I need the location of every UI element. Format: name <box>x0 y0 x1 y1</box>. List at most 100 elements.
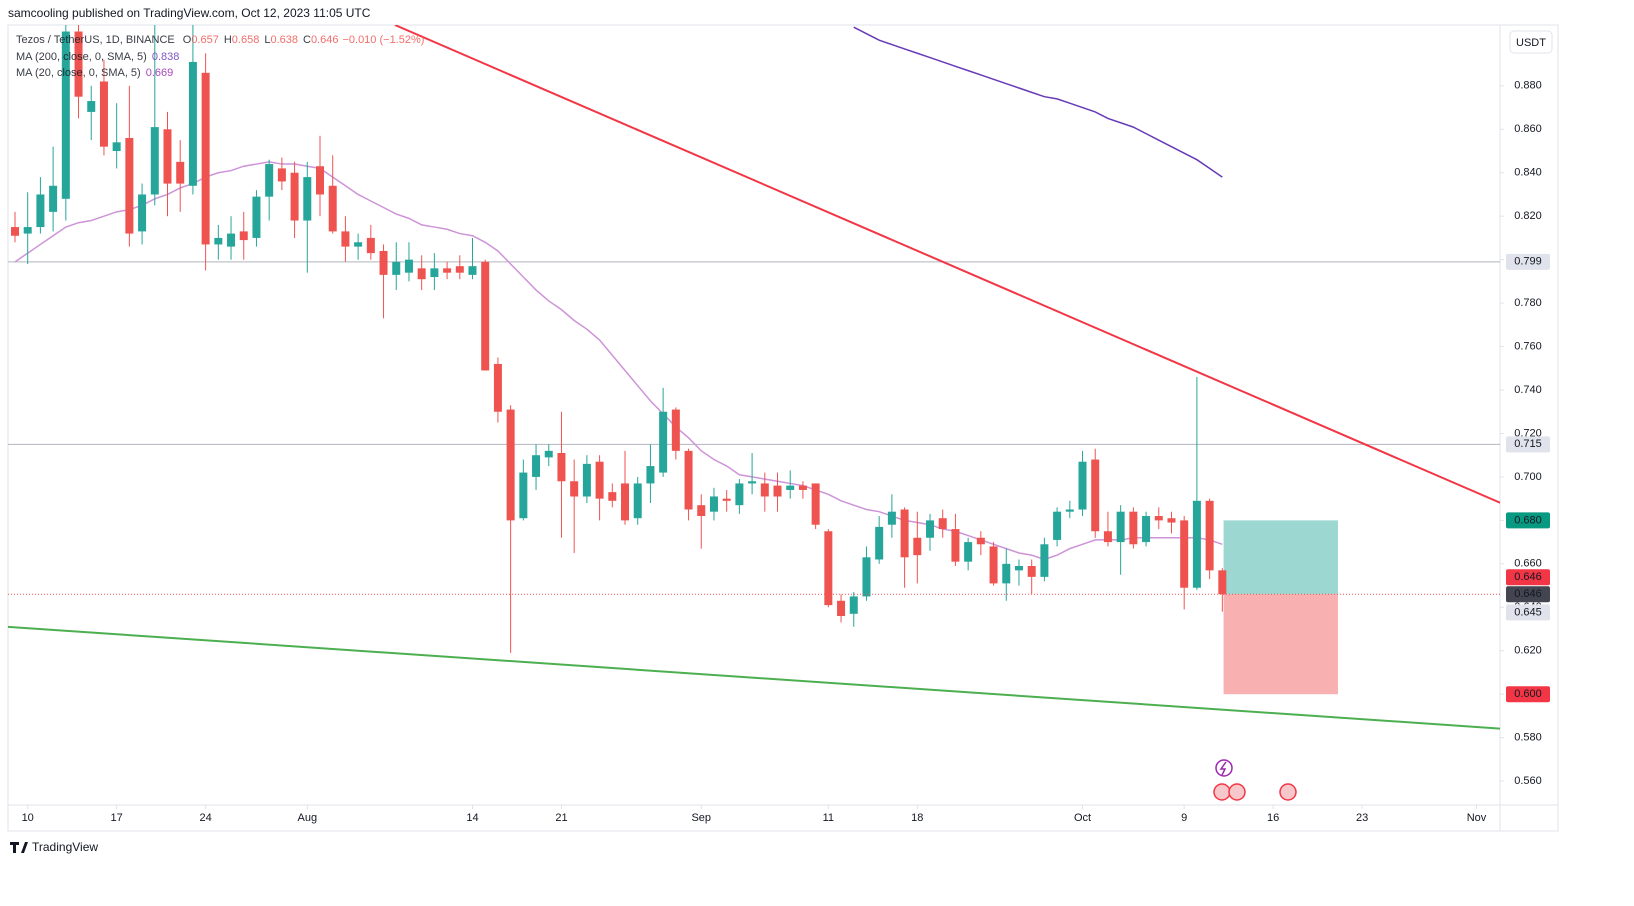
candle-body <box>608 492 617 501</box>
candle-body <box>989 546 998 584</box>
candle-body <box>315 166 324 195</box>
x-tick-label: 23 <box>1356 812 1368 824</box>
candle-body <box>938 518 947 530</box>
indicator-value: 0.838 <box>152 51 180 63</box>
candle-body <box>1218 570 1227 595</box>
candle-body <box>824 531 833 606</box>
candle-body <box>417 268 426 280</box>
currency[interactable]: USDT <box>1516 37 1546 49</box>
candle-body <box>595 461 604 499</box>
level-label: 0.799 <box>1514 256 1542 268</box>
indicator-name: MA (20, close, 0, SMA, 5) <box>16 67 141 79</box>
x-tick-label: Oct <box>1074 812 1091 824</box>
candle-body <box>1142 516 1151 543</box>
indicator-name: MA (200, close, 0, SMA, 5) <box>16 51 147 63</box>
candle-body <box>709 496 718 512</box>
y-tick-label: 0.660 <box>1514 558 1542 570</box>
y-tick-label: 0.620 <box>1514 645 1542 657</box>
candle-body <box>481 261 490 371</box>
candle-body <box>493 363 502 412</box>
candle-body <box>1053 511 1062 540</box>
candle-body <box>1040 544 1049 577</box>
currency-button[interactable] <box>1509 30 1553 54</box>
logo-mark <box>10 842 28 853</box>
candle-body <box>61 31 70 199</box>
candle-body <box>837 600 846 616</box>
candle-body <box>887 511 896 525</box>
event-icons <box>1213 759 1297 801</box>
candle-body <box>697 505 706 517</box>
legend-key: O <box>183 34 192 46</box>
stop-zone <box>1223 594 1338 695</box>
candle-body <box>36 194 45 228</box>
legend-value: 0.638 <box>270 34 298 46</box>
candle-body <box>341 231 350 247</box>
candle-body <box>99 81 108 147</box>
candle-body <box>366 237 375 254</box>
trendline <box>8 625 1500 730</box>
candle-body <box>125 137 134 234</box>
candle-body <box>87 101 96 112</box>
candle-body <box>404 259 413 273</box>
event-icon[interactable] <box>1213 783 1231 801</box>
moving-average <box>853 26 1223 178</box>
candle-body <box>150 127 159 195</box>
indicator-legend: MA (20, close, 0, SMA, 5) 0.669 <box>16 67 173 79</box>
candle-body <box>1091 459 1100 532</box>
x-tick-label: 18 <box>911 812 923 824</box>
candle-body <box>684 450 693 510</box>
event-icon[interactable] <box>1228 783 1246 801</box>
candle-body <box>519 472 528 519</box>
candle-body <box>557 453 566 482</box>
x-tick-label: Sep <box>691 812 711 824</box>
legend-key: C <box>303 34 311 46</box>
candle-body <box>74 31 83 97</box>
frame <box>7 24 1559 832</box>
candle-body <box>570 481 579 497</box>
legend-key: H <box>224 34 232 46</box>
candle-body <box>1027 566 1036 577</box>
candle-body <box>303 177 312 221</box>
candle-body <box>964 542 973 562</box>
price-tag-label: 0.600 <box>1514 688 1542 700</box>
candle-body <box>163 129 172 184</box>
candle-body <box>455 266 464 273</box>
candle-body <box>252 196 261 238</box>
price-tag <box>1506 569 1550 586</box>
candle-body <box>1129 511 1138 545</box>
y-tick-label: 0.700 <box>1514 471 1542 483</box>
x-tick-label: 10 <box>22 812 34 824</box>
indicator-legend: MA (200, close, 0, SMA, 5) 0.838 <box>16 51 179 63</box>
candle-body <box>1154 516 1163 521</box>
legend-key: L <box>264 34 270 46</box>
candle-body <box>138 194 147 232</box>
candle-body <box>354 242 363 247</box>
candle-body <box>735 483 744 506</box>
event-icon[interactable] <box>1215 759 1233 777</box>
y-tick-label: 0.780 <box>1514 297 1542 309</box>
y-tick-label: 0.840 <box>1514 167 1542 179</box>
plot <box>8 25 1500 730</box>
candle-body <box>201 72 210 245</box>
price-tag <box>1506 686 1550 703</box>
level-label: 0.715 <box>1514 438 1542 450</box>
header: samcooling published on TradingView.com,… <box>8 6 371 20</box>
candle-body <box>430 268 439 278</box>
candle-body <box>976 537 985 545</box>
candle-body <box>227 233 236 247</box>
candle-body <box>214 237 223 245</box>
event-glyph <box>1219 761 1227 776</box>
y-tick-label: 0.860 <box>1514 123 1542 135</box>
y-tick-label: 0.820 <box>1514 210 1542 222</box>
candle-body <box>443 268 452 273</box>
candle-body <box>671 409 680 451</box>
overlay: 0.5600.5800.6000.6200.6400.6600.6800.700… <box>22 80 1550 824</box>
event-icon[interactable] <box>1279 783 1297 801</box>
candle-body <box>900 509 909 558</box>
candle-body <box>468 266 477 275</box>
legend-value: 0.658 <box>232 34 260 46</box>
candle-body <box>1205 500 1214 571</box>
candle-body <box>875 526 884 560</box>
candle-body <box>659 411 668 473</box>
candle-body <box>1192 500 1201 588</box>
